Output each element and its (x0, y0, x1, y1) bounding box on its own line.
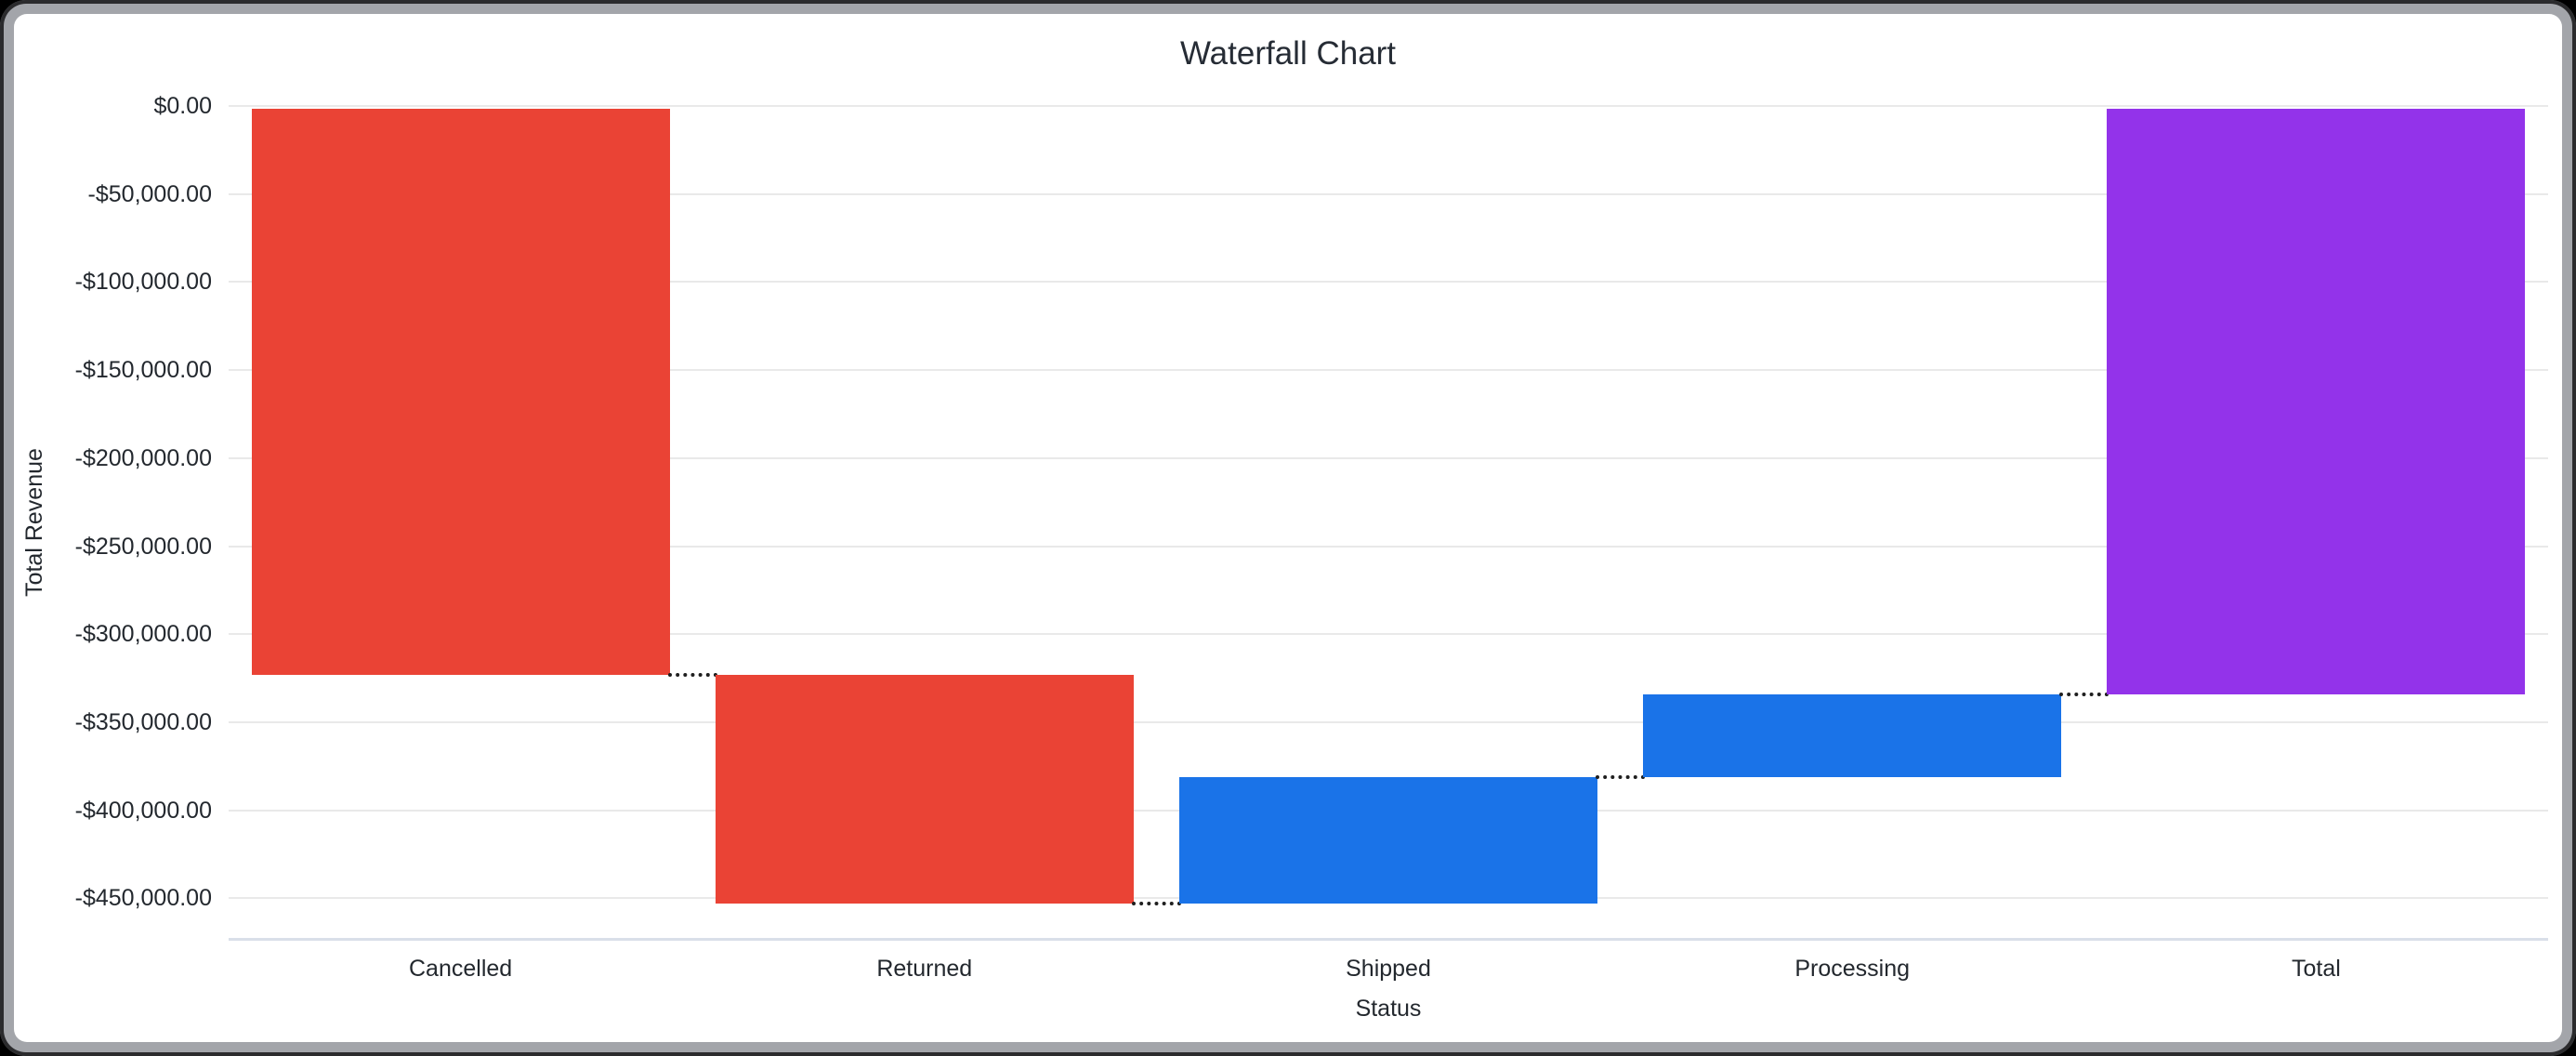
x-axis-label-processing: Processing (1794, 956, 1911, 982)
gridline (229, 192, 2548, 195)
bar-shipped[interactable] (1179, 776, 1597, 904)
y-tick-label: $0.00 (153, 93, 212, 119)
chart-panel: Waterfall Chart Total Revenue $0.00 -$50,… (14, 14, 2562, 1042)
bar-total[interactable] (2107, 109, 2526, 694)
gridline (229, 369, 2548, 372)
x-axis-label-total: Total (2291, 956, 2341, 982)
y-tick-label: -$50,000.00 (87, 180, 212, 207)
x-axis-labels: Cancelled Returned Shipped Processing Total (229, 956, 2548, 983)
y-tick-label: -$450,000.00 (74, 885, 212, 912)
gridline (229, 281, 2548, 284)
x-axis-label-cancelled: Cancelled (409, 956, 513, 982)
y-tick-label: -$250,000.00 (74, 533, 212, 560)
x-axis-label-shipped: Shipped (1346, 956, 1431, 982)
waterfall-connector (1596, 774, 1646, 779)
x-axis-line (229, 938, 2548, 941)
y-tick-label: -$200,000.00 (74, 444, 212, 471)
waterfall-connector (2059, 692, 2109, 696)
plot-area (229, 105, 2548, 941)
gridline (229, 105, 2548, 107)
y-axis-tick-labels: $0.00 -$50,000.00 -$100,000.00 -$150,000.00… (14, 14, 212, 1042)
gridline (229, 456, 2548, 459)
gridline (229, 721, 2548, 723)
y-tick-label: -$400,000.00 (74, 797, 212, 824)
y-tick-label: -$150,000.00 (74, 357, 212, 384)
waterfall-connector (1131, 902, 1181, 906)
bar-returned[interactable] (715, 674, 1134, 904)
x-axis-title: Status (1355, 996, 1422, 1022)
waterfall-connector (667, 672, 717, 677)
bar-cancelled[interactable] (251, 109, 670, 675)
chart-title: Waterfall Chart (1179, 35, 1397, 72)
bar-processing[interactable] (1643, 693, 2062, 777)
gridline (229, 633, 2548, 636)
y-tick-label: -$300,000.00 (74, 621, 212, 648)
y-tick-label: -$350,000.00 (74, 709, 212, 735)
gridline (229, 545, 2548, 548)
y-tick-label: -$100,000.00 (74, 269, 212, 296)
x-axis-label-returned: Returned (876, 956, 973, 982)
